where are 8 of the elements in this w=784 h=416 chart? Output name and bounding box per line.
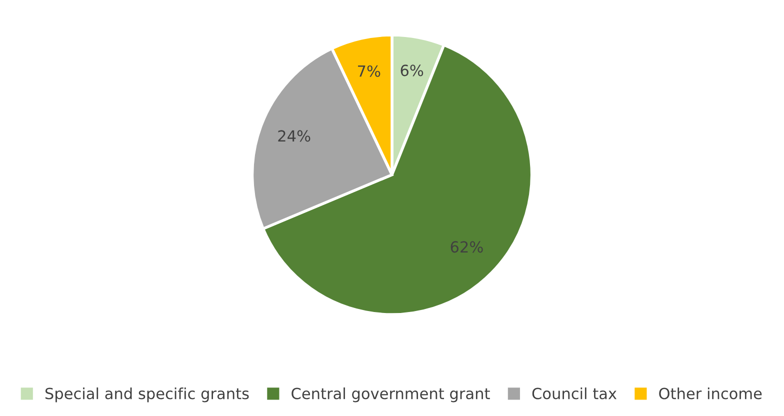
data-label: 7% <box>358 65 380 77</box>
legend-label: Special and specific grants <box>45 387 249 402</box>
data-label: 6% <box>400 64 424 76</box>
data-label: 62% <box>450 241 483 253</box>
legend-label: Other income <box>659 387 762 400</box>
data-label: 24% <box>278 130 310 142</box>
legend-label: Council tax <box>532 387 617 400</box>
legend-label: Central government grant <box>292 387 490 402</box>
